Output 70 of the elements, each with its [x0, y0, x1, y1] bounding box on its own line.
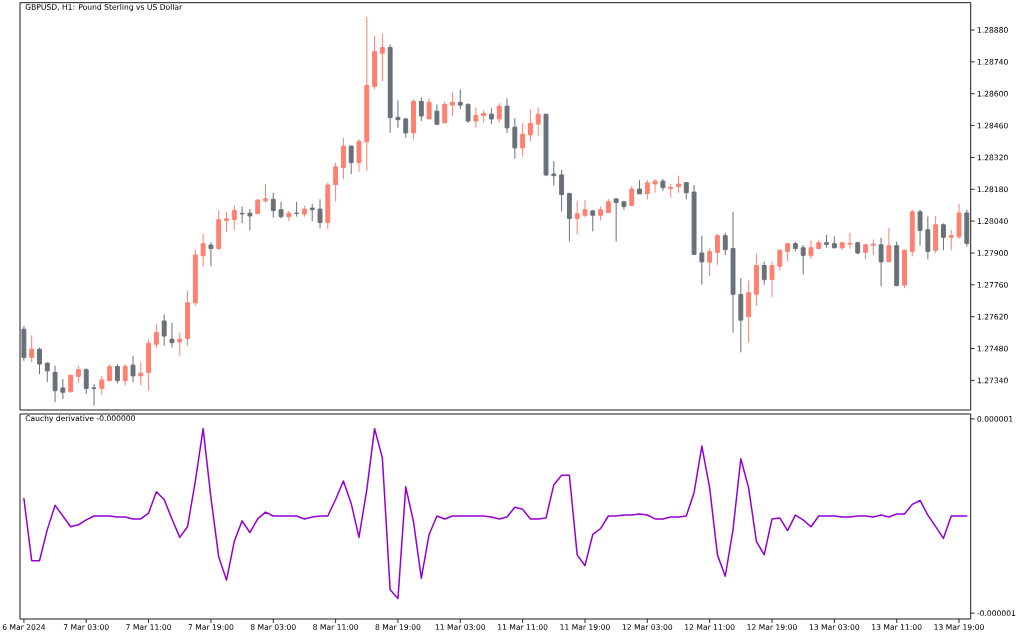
candlestick	[527, 108, 533, 142]
candlestick	[512, 117, 518, 160]
candlestick	[442, 100, 448, 124]
candlestick	[847, 232, 853, 249]
candlestick	[457, 88, 463, 110]
candlestick	[247, 208, 253, 231]
candlestick	[940, 222, 946, 251]
candlestick	[29, 334, 35, 363]
candlestick	[808, 239, 814, 260]
candlestick	[37, 347, 42, 375]
candlestick	[520, 122, 526, 158]
candlestick	[925, 216, 931, 260]
candlestick	[707, 247, 713, 277]
candlestick	[122, 363, 128, 387]
candlestick	[169, 322, 175, 349]
candlestick	[746, 280, 752, 344]
candlestick	[473, 106, 479, 129]
candlestick	[348, 145, 354, 175]
candlestick	[153, 323, 159, 349]
candlestick	[644, 179, 650, 201]
candlestick	[270, 192, 276, 218]
candlestick	[629, 185, 635, 206]
candlestick	[114, 363, 120, 384]
candlestick	[496, 102, 502, 124]
candlestick	[231, 204, 237, 231]
candlestick	[333, 162, 339, 203]
candlestick	[465, 102, 471, 124]
candlestick	[551, 160, 557, 187]
candlestick	[504, 97, 510, 134]
candlestick	[208, 241, 214, 267]
candlestick	[99, 375, 105, 396]
candlestick	[44, 361, 50, 383]
candlestick	[574, 200, 580, 235]
candlestick	[340, 137, 346, 180]
candlestick	[278, 201, 284, 219]
candlestick	[418, 96, 424, 122]
candlestick	[800, 244, 806, 276]
candlestick	[161, 313, 167, 347]
candlestick	[613, 198, 619, 242]
candlestick	[239, 206, 245, 224]
candlestick	[761, 261, 767, 286]
candlestick	[450, 91, 455, 117]
candlestick	[948, 229, 954, 251]
candlestick	[263, 183, 268, 203]
candlestick	[91, 383, 97, 407]
candlestick	[917, 209, 923, 247]
candlestick	[769, 261, 775, 298]
candlestick	[52, 365, 58, 403]
candlestick	[722, 232, 728, 256]
candlestick	[177, 332, 183, 357]
candlestick	[138, 361, 144, 386]
candlestick	[699, 235, 705, 286]
candlestick	[379, 33, 385, 82]
candlestick	[130, 355, 136, 383]
candlestick	[395, 99, 401, 129]
candlestick	[356, 138, 362, 173]
candlestick	[582, 199, 588, 218]
candlestick	[426, 97, 432, 120]
candlestick	[200, 233, 206, 268]
candlestick	[224, 211, 229, 233]
candlestick	[317, 198, 323, 229]
candlestick	[878, 237, 884, 287]
candlestick	[956, 203, 962, 240]
candlestick	[83, 367, 89, 395]
candlestick	[559, 169, 565, 213]
candlestick	[886, 227, 892, 263]
candlestick	[535, 106, 541, 137]
candlestick	[60, 378, 66, 400]
candlestick	[715, 233, 720, 266]
candlestick	[652, 178, 658, 194]
